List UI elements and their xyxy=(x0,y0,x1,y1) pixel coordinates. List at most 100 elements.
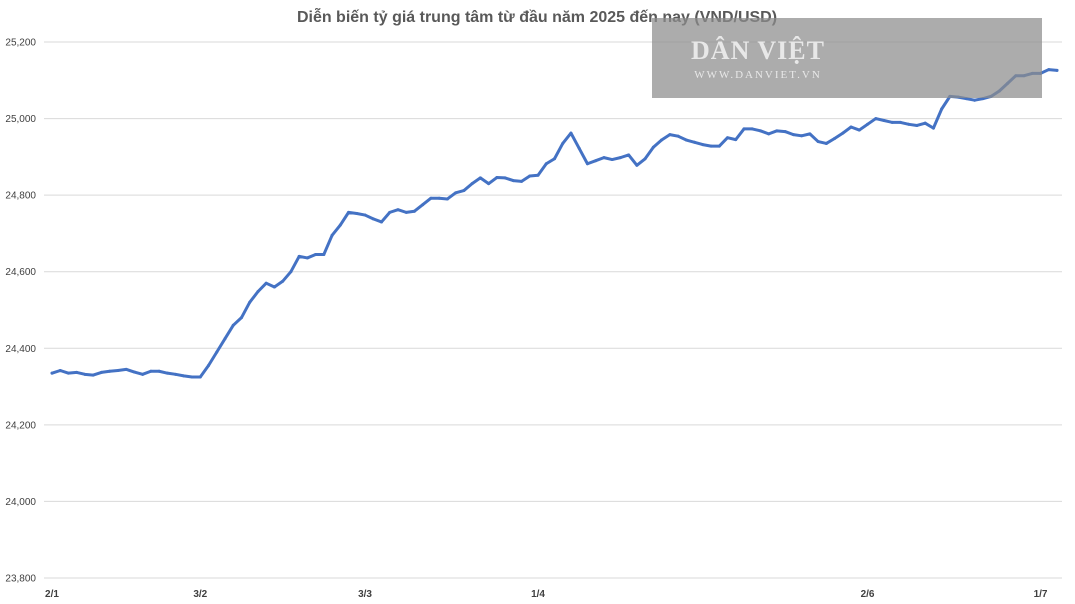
data-point xyxy=(734,138,738,142)
data-point xyxy=(314,252,318,256)
data-point xyxy=(487,182,491,186)
data-point xyxy=(182,374,186,378)
data-point xyxy=(635,163,639,167)
data-point xyxy=(223,337,227,341)
data-point xyxy=(553,157,556,161)
x-axis-tick-labels: 2/1 3/2 3/3 1/4 2/6 1/7 xyxy=(45,589,1048,600)
data-point xyxy=(898,120,902,124)
data-point xyxy=(931,126,935,130)
data-point xyxy=(618,156,622,160)
data-point xyxy=(808,132,812,136)
data-point xyxy=(124,367,128,371)
data-point xyxy=(445,197,449,201)
data-point xyxy=(594,159,598,163)
watermark-box xyxy=(652,18,1042,98)
data-point xyxy=(83,372,87,376)
data-point xyxy=(330,233,334,237)
data-point xyxy=(610,158,614,162)
data-point xyxy=(256,290,260,294)
data-point xyxy=(693,140,697,144)
data-point xyxy=(783,130,787,134)
data-point xyxy=(709,144,713,148)
data-point xyxy=(800,134,804,138)
data-point xyxy=(742,127,746,131)
data-point xyxy=(520,179,524,183)
x-tick-label: 3/2 xyxy=(193,589,207,600)
data-point xyxy=(561,141,565,145)
series-group xyxy=(50,68,1059,379)
data-point xyxy=(174,372,178,376)
data-point xyxy=(66,371,70,375)
data-point xyxy=(281,279,285,283)
grid-lines xyxy=(44,41,1062,579)
data-point xyxy=(215,350,219,354)
data-point xyxy=(149,369,153,373)
data-point xyxy=(429,196,433,200)
data-point xyxy=(717,144,721,148)
data-point xyxy=(758,129,762,133)
data-point xyxy=(396,208,400,212)
data-point xyxy=(503,176,507,180)
data-point xyxy=(108,369,112,373)
x-tick-label: 2/6 xyxy=(861,589,875,600)
data-point xyxy=(165,371,169,375)
data-point xyxy=(791,133,795,137)
data-point xyxy=(940,107,944,111)
data-point xyxy=(915,123,919,127)
data-point xyxy=(264,281,268,285)
data-point xyxy=(866,122,870,126)
data-point xyxy=(668,133,672,137)
data-point xyxy=(857,128,861,132)
data-point xyxy=(75,370,79,374)
x-tick-label: 2/1 xyxy=(45,589,59,600)
data-point xyxy=(116,368,120,372)
data-point xyxy=(338,223,342,227)
data-point xyxy=(725,136,729,140)
data-point xyxy=(816,140,820,144)
data-point xyxy=(50,371,54,375)
data-point xyxy=(388,210,392,214)
data-point xyxy=(231,323,235,327)
data-point xyxy=(849,125,853,129)
data-point xyxy=(973,98,977,102)
data-point xyxy=(207,364,211,368)
data-point xyxy=(99,370,103,374)
data-point xyxy=(767,132,771,136)
data-point xyxy=(239,316,243,320)
data-point xyxy=(824,141,828,145)
data-point xyxy=(371,217,375,221)
data-point xyxy=(454,191,458,195)
data-point xyxy=(198,375,202,379)
data-point xyxy=(585,162,589,166)
y-axis-tick-labels: 23,800 24,000 24,200 24,400 24,600 24,800 25,0… xyxy=(5,38,36,585)
watermark-url-text: WWW.DANVIET.VN xyxy=(694,69,822,81)
x-tick-label: 1/4 xyxy=(531,589,545,600)
x-tick-label: 1/7 xyxy=(1034,589,1048,600)
data-point xyxy=(470,182,474,186)
data-point xyxy=(536,173,540,177)
data-point xyxy=(701,143,705,147)
data-point xyxy=(462,189,466,193)
series-line xyxy=(50,68,1059,379)
data-point xyxy=(528,174,532,178)
data-point xyxy=(511,179,515,183)
data-point xyxy=(890,120,894,124)
y-tick-label: 24,200 xyxy=(5,420,36,431)
data-point xyxy=(643,157,647,161)
data-point xyxy=(1055,68,1059,72)
y-tick-label: 24,400 xyxy=(5,344,36,355)
data-point xyxy=(437,196,441,200)
data-point xyxy=(157,369,161,373)
y-tick-label: 23,800 xyxy=(5,574,36,585)
data-point xyxy=(272,285,276,289)
y-tick-label: 24,800 xyxy=(5,191,36,202)
x-tick-label: 3/3 xyxy=(358,589,372,600)
y-tick-label: 24,000 xyxy=(5,497,36,508)
data-point xyxy=(775,129,779,133)
data-point xyxy=(874,117,878,121)
data-point xyxy=(404,210,408,214)
data-point xyxy=(602,156,606,160)
data-point xyxy=(627,153,631,157)
data-point xyxy=(923,121,927,125)
